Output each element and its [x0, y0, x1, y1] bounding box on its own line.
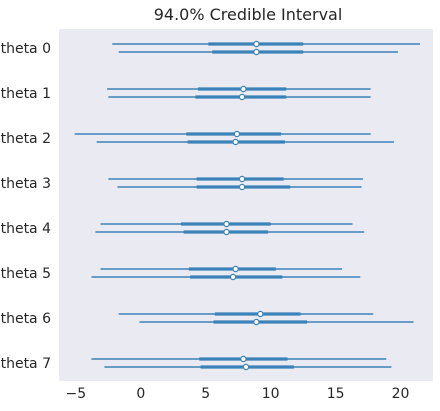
x-tick-label: 0: [136, 386, 145, 402]
y-tick-label: theta 6: [1, 311, 51, 327]
median-marker: [223, 228, 230, 236]
y-tick-label: theta 3: [1, 176, 51, 192]
x-axis-ticks: −5 0 5 10 15 20: [66, 386, 410, 402]
median-marker: [253, 48, 260, 56]
x-tick-label: 15: [327, 386, 345, 402]
x-tick-label: 5: [201, 386, 210, 402]
median-marker: [238, 183, 246, 191]
y-tick-label: theta 0: [1, 41, 51, 57]
x-tick-label: 10: [262, 386, 280, 402]
x-tick-label: 20: [392, 386, 410, 402]
median-marker: [240, 355, 247, 363]
y-tick-label: theta 4: [1, 221, 51, 237]
median-marker: [257, 310, 264, 318]
median-marker: [233, 130, 241, 138]
median-marker: [232, 138, 239, 146]
interval-marks: [74, 40, 421, 371]
median-marker: [223, 220, 230, 228]
median-marker: [253, 40, 260, 48]
y-axis-labels: theta 0 theta 1 theta 2 theta 3 theta 4 theta…: [1, 41, 51, 372]
y-tick-label: theta 1: [1, 86, 51, 102]
y-tick-label: theta 2: [1, 131, 51, 147]
y-tick-label: theta 5: [1, 266, 51, 282]
median-marker: [229, 273, 237, 281]
median-marker: [238, 93, 246, 101]
median-marker: [242, 363, 250, 371]
median-marker: [240, 85, 247, 93]
chart-title: 94.0% Credible Interval: [154, 5, 343, 24]
median-marker: [238, 175, 246, 183]
median-marker: [232, 265, 239, 273]
plot-area: [59, 29, 433, 381]
median-marker: [253, 318, 260, 326]
x-tick-label: −5: [66, 386, 87, 402]
y-tick-label: theta 7: [1, 356, 51, 372]
